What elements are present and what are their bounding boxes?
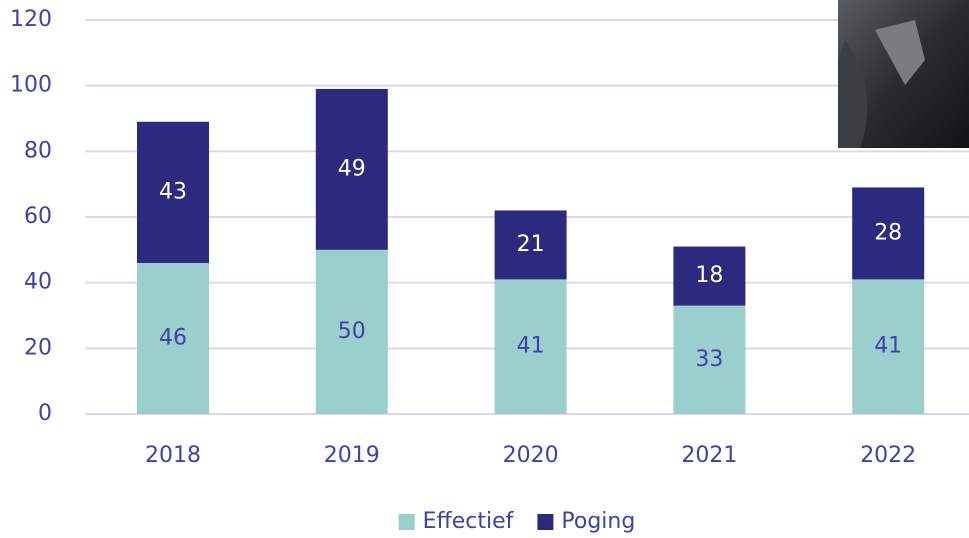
y-tick-label: 100 <box>10 73 52 98</box>
data-label: 46 <box>159 325 187 350</box>
legend-swatch <box>537 514 553 530</box>
data-label: 43 <box>159 179 187 204</box>
x-tick-label: 2018 <box>145 443 201 468</box>
x-tick-label: 2019 <box>324 443 380 468</box>
y-tick-label: 20 <box>24 335 52 360</box>
data-label: 41 <box>517 334 545 359</box>
data-label: 21 <box>517 232 545 257</box>
x-tick-label: 2021 <box>681 443 737 468</box>
y-tick-label: 80 <box>24 138 52 163</box>
data-label: 49 <box>338 156 366 181</box>
data-label: 28 <box>874 220 902 245</box>
legend-swatch <box>399 514 415 530</box>
chart: 0 20 40 60 80 100 120 46 43 2018 50 49 2019 41 21 2020 3… <box>0 0 969 538</box>
x-tick-label: 2020 <box>503 443 559 468</box>
data-label: 33 <box>695 347 723 372</box>
legend-label: Poging <box>561 509 635 534</box>
y-tick-label: 0 <box>38 401 52 426</box>
photo <box>838 0 969 148</box>
y-tick-label: 40 <box>24 270 52 295</box>
data-label: 50 <box>338 319 366 344</box>
y-tick-label: 60 <box>24 204 52 229</box>
y-tick-label: 120 <box>10 7 52 32</box>
legend-label: Effectief <box>423 509 515 534</box>
x-tick-label: 2022 <box>860 443 916 468</box>
data-label: 18 <box>695 263 723 288</box>
data-label: 41 <box>874 334 902 359</box>
